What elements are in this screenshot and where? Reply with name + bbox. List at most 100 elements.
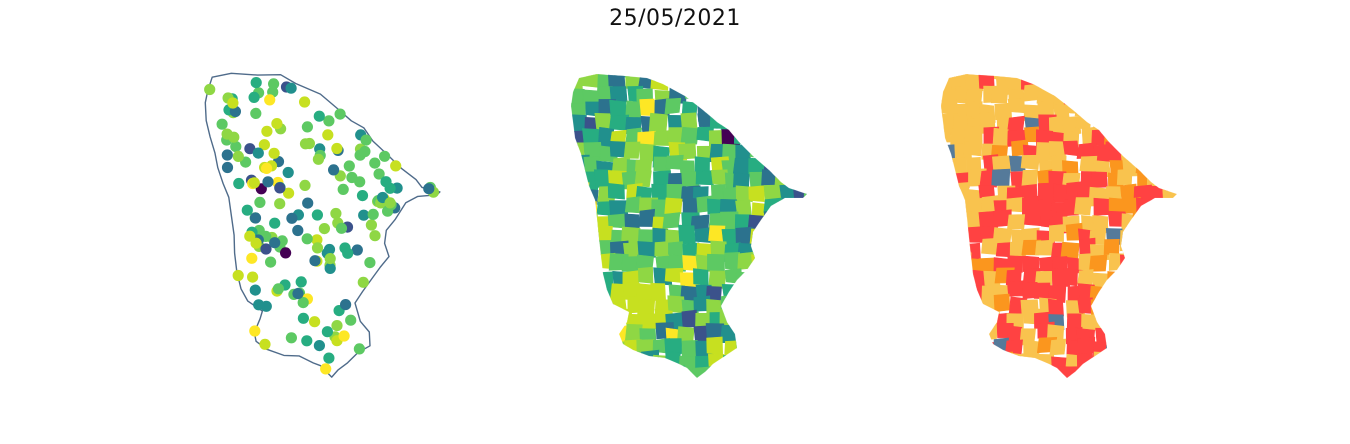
municipality-region [1047, 298, 1064, 317]
municipality-region [809, 271, 825, 287]
municipality-region [1151, 282, 1168, 300]
municipality-region [1117, 116, 1134, 135]
municipality-point [261, 162, 273, 174]
municipality-point [258, 139, 270, 151]
municipality-point [318, 223, 330, 235]
municipality-region [718, 366, 737, 378]
municipality-region [808, 145, 825, 161]
municipality-region [571, 230, 587, 248]
municipality-region [1149, 242, 1168, 260]
municipality-region [1123, 280, 1142, 299]
municipality-point [216, 118, 228, 130]
municipality-region [790, 60, 807, 73]
municipality-region [762, 370, 780, 378]
municipality-region [1147, 88, 1163, 107]
municipality-region [678, 74, 698, 80]
municipality-region [822, 172, 825, 187]
municipality-region [761, 308, 778, 325]
municipality-region [1105, 337, 1126, 354]
municipality-region [821, 283, 825, 301]
municipality-point [340, 299, 352, 311]
municipality-region [1148, 112, 1167, 131]
municipality-region [823, 272, 825, 289]
municipality-region [706, 90, 724, 111]
municipality-region [1161, 168, 1177, 186]
municipality-region [1049, 338, 1067, 356]
municipality-region [1022, 83, 1040, 102]
municipality-region [1075, 114, 1092, 130]
municipality-region [737, 322, 756, 339]
municipality-region [1145, 103, 1164, 120]
municipality-region [1164, 145, 1177, 165]
municipality-point [260, 243, 272, 255]
municipality-point [268, 78, 280, 90]
municipality-region [1174, 313, 1177, 330]
municipality-region [1117, 311, 1136, 330]
municipality-region [638, 208, 656, 227]
municipality-region [805, 74, 807, 87]
municipality-region [749, 74, 769, 80]
municipality-region [790, 326, 807, 345]
municipality-point [299, 179, 311, 191]
municipality-region [1105, 74, 1122, 92]
municipality-region [953, 298, 971, 319]
municipality-region [776, 87, 793, 106]
municipality-region [737, 114, 757, 131]
municipality-region [807, 297, 823, 314]
municipality-region [1047, 285, 1067, 303]
municipality-region [735, 74, 756, 93]
municipality-region [751, 101, 771, 118]
municipality-region [1178, 60, 1195, 76]
municipality-region [1137, 228, 1156, 246]
municipality-region [691, 74, 710, 89]
municipality-region [571, 159, 574, 178]
municipality-region [1094, 101, 1112, 118]
municipality-region [1150, 143, 1168, 161]
municipality-region [778, 100, 797, 117]
municipality-region [762, 117, 780, 136]
municipality-region [1190, 217, 1195, 233]
municipality-region [792, 170, 807, 186]
municipality-region [808, 156, 825, 174]
municipality-region [690, 366, 711, 378]
municipality-region [571, 74, 589, 75]
municipality-region [925, 201, 940, 215]
municipality-region [1193, 172, 1195, 190]
municipality-region [594, 369, 611, 378]
municipality-point [311, 209, 323, 221]
municipality-region [1189, 127, 1195, 144]
municipality-region [634, 169, 652, 188]
municipality-region [1108, 352, 1128, 373]
municipality-region [1036, 367, 1056, 378]
municipality-region [941, 338, 958, 356]
municipality-region [809, 201, 825, 217]
municipality-region [751, 238, 770, 256]
municipality-region [580, 253, 599, 271]
municipality-region [654, 241, 670, 258]
municipality-region [1062, 140, 1080, 157]
municipality-region [571, 283, 586, 301]
municipality-point [221, 149, 233, 161]
municipality-region [822, 354, 825, 372]
municipality-point [334, 108, 346, 120]
municipality-region [734, 86, 753, 106]
municipality-region [707, 74, 723, 77]
municipality-region [737, 311, 756, 330]
municipality-region [1092, 85, 1111, 105]
municipality-region [951, 229, 970, 248]
municipality-point [250, 77, 262, 89]
municipality-point [280, 247, 292, 259]
municipality-region [777, 144, 795, 162]
municipality-region [637, 366, 656, 378]
municipality-region [778, 280, 797, 296]
municipality-region [965, 377, 981, 378]
municipality-region [807, 213, 824, 228]
municipality-point [248, 91, 260, 103]
municipality-region [1194, 73, 1195, 91]
municipality-region [788, 212, 807, 231]
municipality-region [793, 311, 807, 328]
municipality-point [249, 212, 262, 224]
municipality-point [373, 168, 385, 180]
municipality-region [1152, 379, 1169, 380]
municipality-region [1132, 86, 1150, 102]
